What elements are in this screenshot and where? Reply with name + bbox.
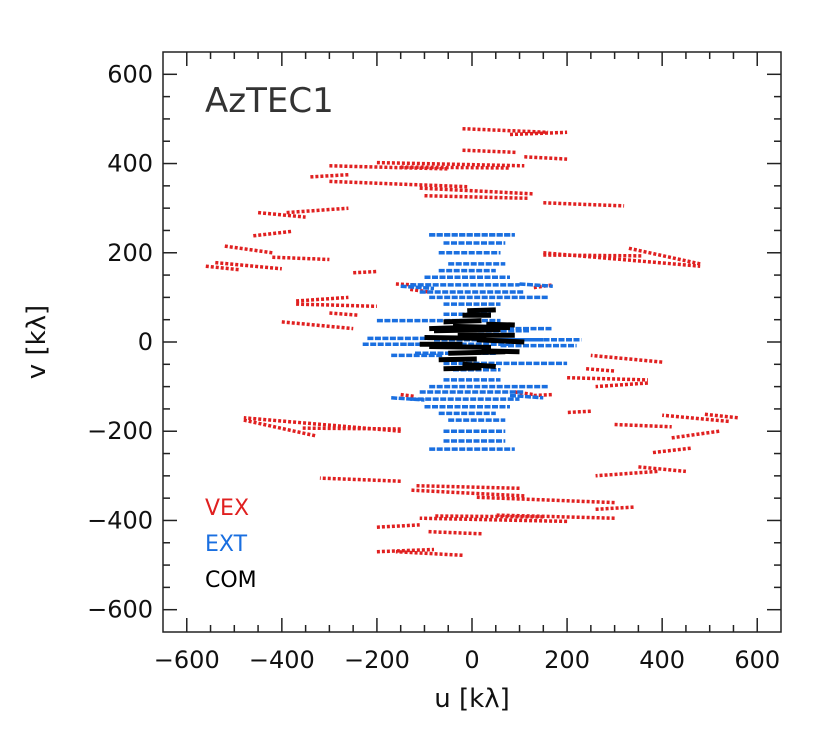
- uv-track-vex: [638, 465, 687, 474]
- uv-track-vex: [295, 295, 349, 303]
- uv-track-com: [486, 321, 515, 328]
- uv-track-vex: [400, 392, 416, 399]
- uv-track-vex: [590, 353, 663, 364]
- uv-track-vex: [281, 320, 354, 331]
- uv-track-com: [443, 318, 482, 325]
- uv-track-vex: [253, 229, 292, 238]
- y-tick-labels: −600 −400 −200 0 200 400 600: [87, 60, 153, 623]
- uv-track-vex: [433, 514, 544, 519]
- uv-track-vex: [329, 179, 468, 189]
- uv-track-com: [443, 365, 482, 372]
- uv-track-ext: [391, 396, 425, 402]
- uv-track-vex: [376, 547, 435, 554]
- uv-track-vex: [514, 390, 535, 397]
- y-tick-label: 600: [107, 60, 153, 88]
- series-vex: [205, 126, 739, 558]
- uv-track-vex: [419, 516, 568, 524]
- uv-track-vex: [533, 392, 553, 398]
- uv-track-vex: [671, 429, 720, 440]
- y-tick-label: 0: [138, 328, 153, 356]
- y-tick-label: 400: [107, 150, 153, 178]
- uv-track-vex: [272, 255, 330, 262]
- uv-track-vex: [400, 165, 511, 170]
- x-tick-label: 0: [464, 646, 479, 674]
- y-tick-label: −600: [87, 596, 153, 624]
- uv-track-vex: [595, 505, 634, 512]
- uv-track-vex: [319, 476, 401, 483]
- uv-track-vex: [419, 186, 534, 196]
- uv-track-vex: [462, 148, 518, 155]
- uv-track-vex: [310, 172, 349, 179]
- legend: VEX EXT COM: [205, 496, 257, 593]
- uv-track-com: [429, 325, 458, 332]
- uv-track-vex: [224, 244, 273, 255]
- uv-track-ext: [509, 393, 544, 400]
- uv-track-vex: [704, 412, 739, 420]
- uv-track-vex: [353, 269, 377, 275]
- uv-track-vex: [296, 302, 377, 309]
- legend-entry-com: COM: [205, 568, 257, 593]
- uv-track-vex: [567, 409, 591, 415]
- uv-track-vex: [628, 246, 701, 266]
- chart-title: AzTEC1: [205, 81, 334, 121]
- uv-track-vex: [424, 193, 530, 201]
- uv-track-vex: [543, 253, 644, 258]
- legend-entry-ext: EXT: [205, 532, 248, 557]
- uv-track-vex: [662, 413, 729, 424]
- y-axis-label: v [kλ]: [22, 305, 52, 379]
- uv-track-vex: [543, 201, 625, 208]
- uv-track-vex: [215, 260, 282, 271]
- uv-track-vex: [426, 529, 482, 536]
- x-tick-label: 600: [734, 646, 780, 674]
- uv-track-com: [467, 307, 496, 314]
- uv-track-vex: [376, 160, 525, 168]
- axis-ticks: [163, 52, 781, 632]
- uv-track-vex: [595, 469, 658, 478]
- series-com: [419, 307, 525, 372]
- x-tick-label: 400: [639, 646, 685, 674]
- y-tick-label: −200: [87, 417, 153, 445]
- uv-track-vex: [376, 523, 420, 529]
- y-tick-label: −400: [87, 506, 153, 534]
- uv-track-vex: [257, 210, 306, 219]
- uv-track-vex: [300, 426, 401, 431]
- uv-track-vex: [509, 130, 568, 137]
- uv-tracks-layer: [205, 126, 739, 558]
- uv-track-vex: [524, 155, 568, 161]
- x-tick-label: −200: [344, 646, 410, 674]
- x-tick-label: 200: [544, 646, 590, 674]
- uv-track-vex: [652, 446, 691, 455]
- uv-track-com: [424, 335, 487, 341]
- x-tick-label: −600: [154, 646, 220, 674]
- uv-track-com: [452, 323, 511, 331]
- uv-track-vex: [243, 418, 316, 438]
- uv-track-com: [476, 337, 525, 345]
- uv-track-vex: [476, 495, 615, 505]
- uv-track-vex: [409, 287, 430, 294]
- x-axis-label: u [kλ]: [434, 684, 509, 714]
- uv-track-vex: [205, 264, 240, 272]
- uv-track-vex: [567, 375, 648, 382]
- x-tick-label: −400: [249, 646, 315, 674]
- legend-entry-vex: VEX: [205, 496, 249, 521]
- y-tick-label: 200: [107, 239, 153, 267]
- uv-track-vex: [286, 206, 349, 215]
- uv-track-com: [481, 348, 520, 355]
- x-tick-labels: −600 −400 −200 0 200 400 600: [154, 646, 780, 674]
- uv-track-vex: [614, 422, 672, 429]
- uv-track-ext: [400, 284, 435, 291]
- uv-track-vex: [414, 483, 520, 491]
- uv-track-vex: [595, 381, 649, 389]
- uv-track-com: [462, 361, 496, 369]
- uv-track-vex: [395, 549, 463, 558]
- uv-track-vex: [462, 126, 549, 135]
- uv-track-com: [438, 356, 477, 363]
- uv-track-ext: [519, 282, 553, 288]
- uv-track-vex: [410, 488, 525, 498]
